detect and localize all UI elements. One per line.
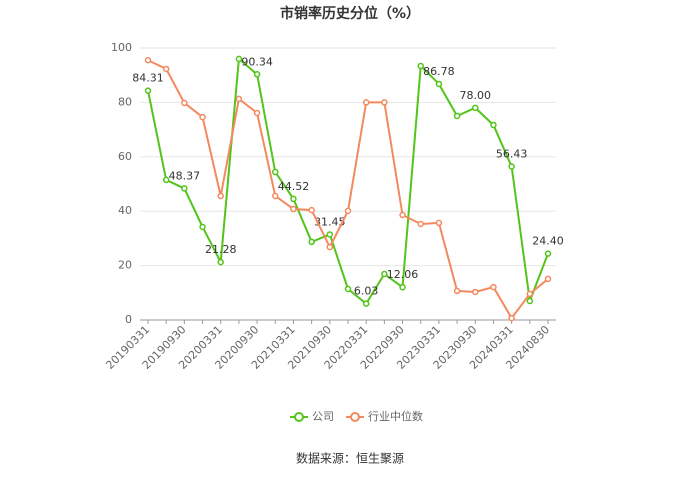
point	[362, 300, 370, 307]
point	[508, 314, 515, 322]
point	[399, 211, 406, 219]
point	[526, 290, 534, 298]
point	[144, 56, 152, 64]
point	[344, 285, 352, 293]
data-label: 44.52	[278, 180, 310, 193]
point	[490, 121, 497, 129]
point	[144, 87, 152, 94]
point	[253, 109, 261, 117]
point	[199, 223, 206, 231]
y-tick-label: 40	[118, 204, 132, 217]
legend-label: 公司	[312, 410, 334, 423]
data-label: 56.43	[496, 148, 528, 161]
point	[272, 192, 279, 200]
point	[417, 62, 424, 70]
y-tick-label: 60	[118, 150, 132, 163]
point	[326, 243, 334, 251]
point	[472, 288, 479, 296]
y-tick-label: 100	[111, 41, 132, 54]
point	[162, 176, 170, 184]
data-label: 24.40	[532, 235, 564, 248]
point	[235, 55, 243, 63]
point	[399, 283, 406, 291]
point	[326, 231, 334, 238]
point	[544, 275, 552, 283]
y-tick-label: 80	[118, 95, 132, 108]
y-tick-label: 20	[118, 259, 132, 272]
source: 数据来源：恒生聚源	[296, 451, 404, 466]
point	[272, 168, 279, 176]
data-label: 86.78	[423, 65, 455, 78]
point	[235, 95, 243, 103]
data-label: 48.37	[169, 169, 201, 182]
legend-marker	[294, 412, 304, 422]
point	[344, 207, 352, 215]
data-label: 84.31	[132, 72, 164, 85]
y-tick-label: 0	[125, 313, 132, 326]
chart-title: 市销率历史分位（%）	[280, 5, 420, 22]
point	[362, 99, 370, 106]
data-label: 90.34	[241, 55, 273, 68]
point	[290, 205, 297, 213]
data-label: 78.00	[460, 89, 492, 102]
point	[217, 258, 224, 266]
data-label: 12.06	[387, 268, 419, 281]
point	[508, 163, 515, 170]
point	[199, 113, 206, 121]
point	[453, 112, 461, 120]
data-label: 31.45	[314, 215, 346, 228]
data-label: 6.03	[354, 285, 379, 298]
legend-marker	[350, 412, 360, 422]
point	[181, 99, 188, 107]
data-label: 21.28	[205, 243, 237, 256]
point	[417, 220, 424, 228]
point	[381, 270, 388, 278]
point	[453, 287, 461, 295]
point	[290, 195, 297, 203]
point	[490, 283, 497, 291]
point	[162, 65, 170, 73]
point	[308, 206, 315, 214]
point	[217, 192, 224, 200]
point	[435, 219, 443, 227]
point	[526, 297, 534, 305]
point	[435, 80, 443, 88]
point	[472, 104, 479, 112]
point	[253, 71, 261, 78]
point	[308, 238, 315, 246]
point	[181, 185, 188, 192]
point	[381, 99, 388, 106]
legend-label: 行业中位数	[368, 409, 423, 423]
point	[544, 250, 552, 257]
